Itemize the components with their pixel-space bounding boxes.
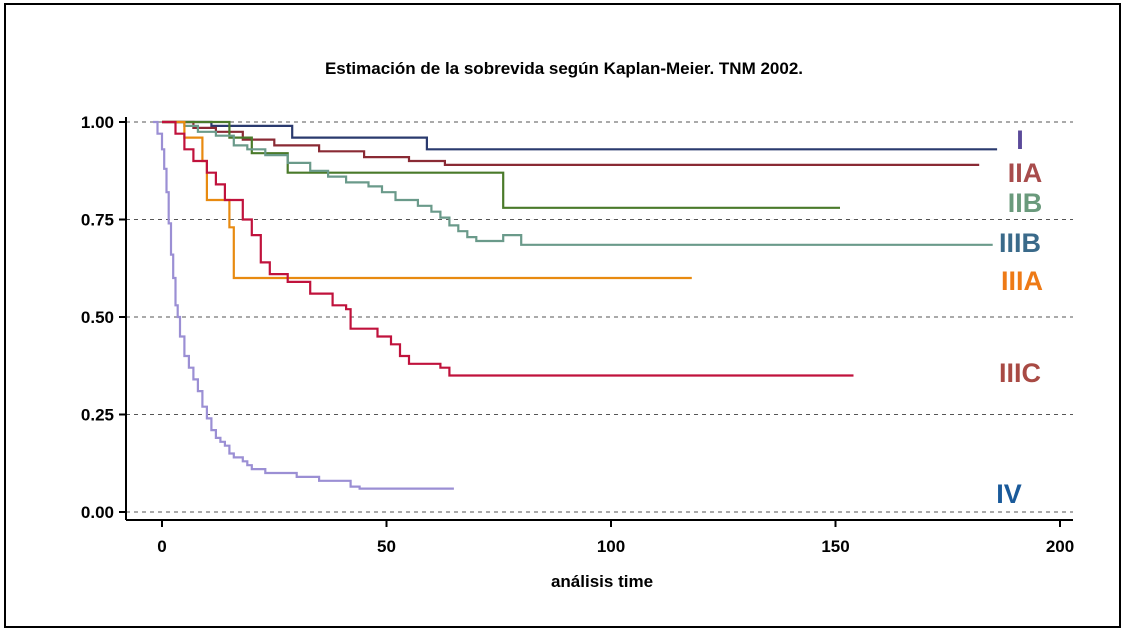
series-label-iib: IIB — [1008, 188, 1043, 218]
axes: 0.00 0.25 0.50 0.75 1.00 0 50 100 150 200 — [81, 113, 1074, 556]
x-tick-label: 100 — [597, 537, 625, 556]
x-tick-label: 50 — [377, 537, 396, 556]
x-tick-label: 200 — [1046, 537, 1074, 556]
series-label-i: I — [1016, 125, 1024, 155]
y-tick-label: 1.00 — [81, 113, 114, 132]
y-tick-label: 0.00 — [81, 503, 114, 522]
series-label-iiib: IIIB — [999, 228, 1041, 258]
chart-frame — [4, 3, 1121, 628]
series-line-iib — [162, 120, 840, 209]
series-line-iia — [162, 120, 980, 166]
y-tick-label: 0.50 — [81, 308, 114, 327]
series-label-iiia: IIIA — [1001, 266, 1043, 296]
chart-title: Estimación de la sobrevida según Kaplan-… — [325, 59, 803, 78]
series-line-iiic — [162, 120, 854, 377]
x-axis-label: análisis time — [551, 572, 653, 591]
series-label-iiic: IIIC — [999, 358, 1041, 388]
y-tick-label: 0.25 — [81, 406, 114, 425]
series-label-iia: IIA — [1008, 158, 1043, 188]
x-tick-label: 0 — [157, 537, 166, 556]
series-line-iiib — [162, 120, 993, 246]
series-line-iv — [153, 120, 454, 490]
y-tick-label: 0.75 — [81, 211, 114, 230]
x-tick-label: 150 — [821, 537, 849, 556]
gridlines — [126, 121, 1073, 513]
series-label-iv: IV — [996, 479, 1022, 509]
series-lines — [153, 120, 998, 490]
